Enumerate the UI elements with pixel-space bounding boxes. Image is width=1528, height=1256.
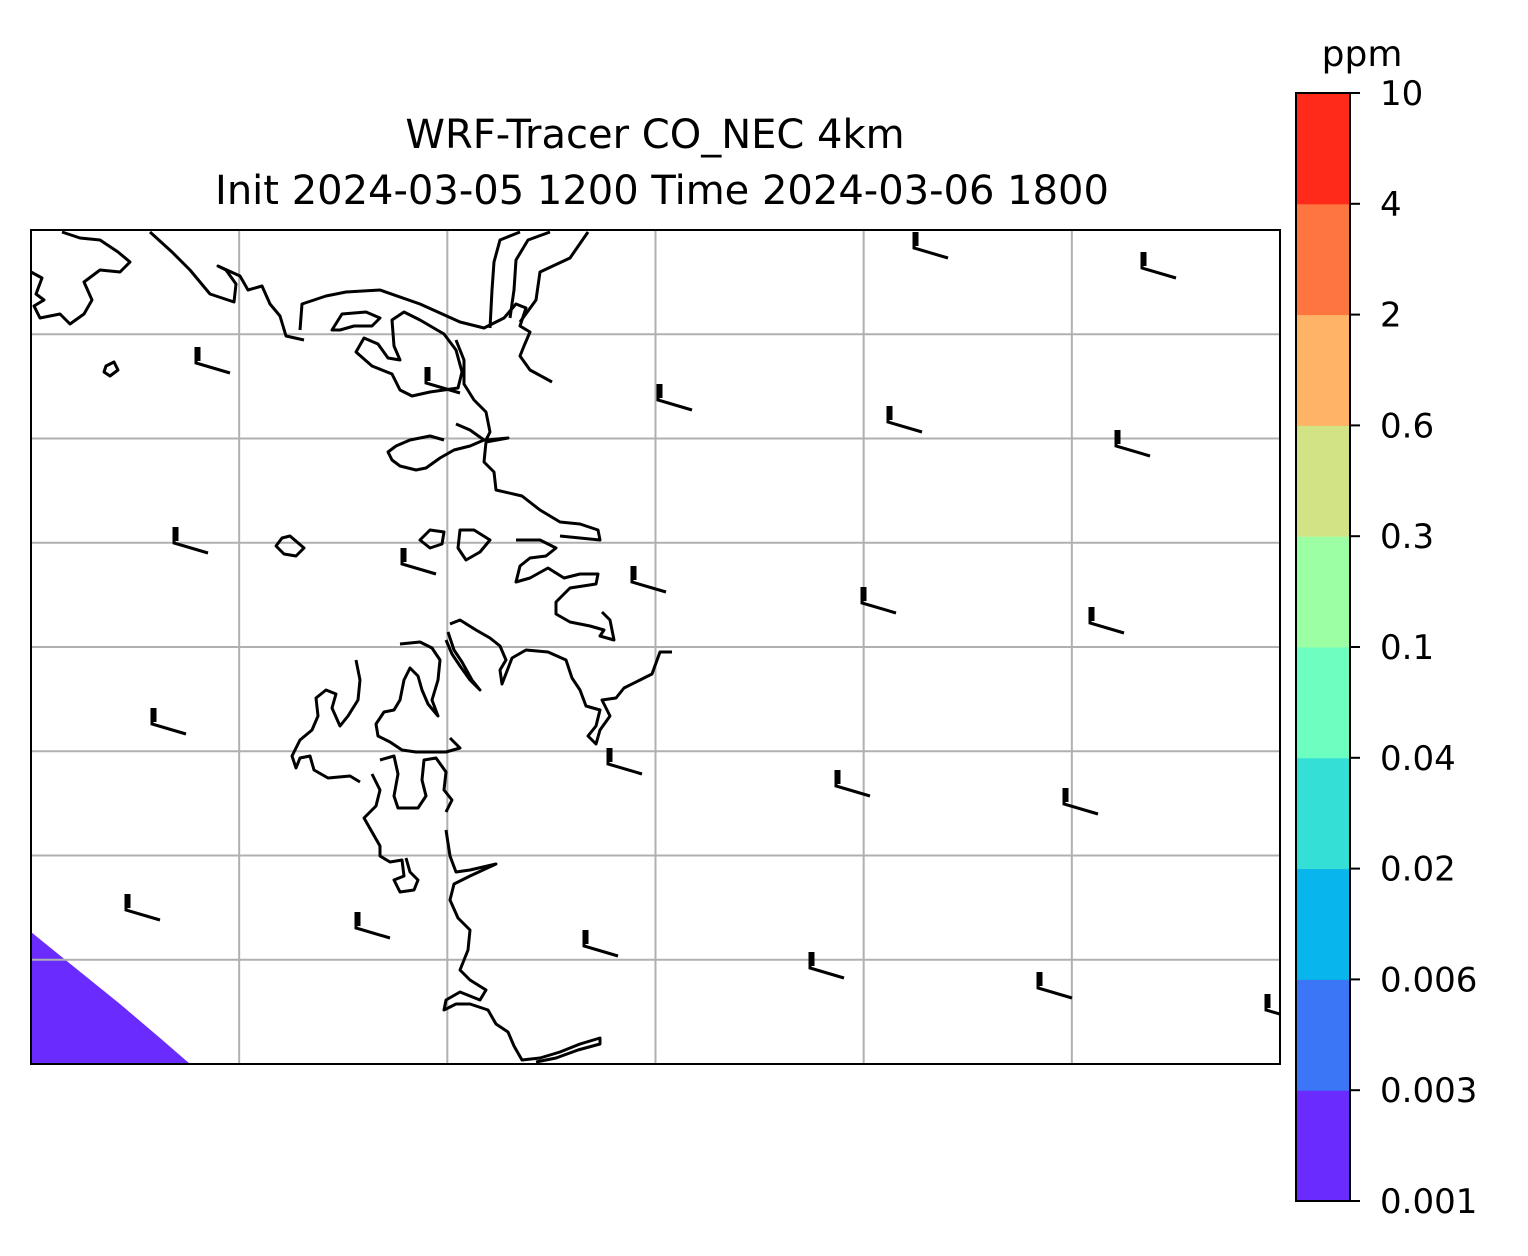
- wind-barb: [172, 527, 209, 555]
- wind-barb: [194, 347, 231, 375]
- wind-barb: [124, 894, 161, 922]
- colorbar-tick-label: 0.001: [1380, 1182, 1477, 1222]
- colorbar-band: [1296, 1090, 1350, 1202]
- wind-barb: [1088, 607, 1125, 635]
- colorbar-band: [1296, 314, 1350, 426]
- colorbar-tick-label: 0.003: [1380, 1071, 1477, 1111]
- island-1: [330, 310, 382, 332]
- colorbar-tick-label: 10: [1380, 74, 1423, 114]
- colorbar-tick-label: 0.3: [1380, 517, 1434, 557]
- wind-barbs: [124, 232, 1280, 1016]
- colorbar-band: [1296, 647, 1350, 759]
- inlet-east: [518, 231, 590, 323]
- wind-barb: [1140, 252, 1177, 280]
- wind-barb: [606, 748, 643, 776]
- coastline-sw-1: [374, 640, 462, 754]
- wind-barb: [912, 232, 949, 260]
- wind-barb: [400, 548, 437, 576]
- coastline-north-1: [148, 230, 305, 342]
- colorbar-band: [1296, 425, 1350, 537]
- wind-barb: [808, 952, 845, 980]
- colorbar-band: [1296, 536, 1350, 648]
- island-small-1: [102, 360, 120, 378]
- coastline-sw-3: [379, 754, 454, 813]
- coastline-river: [454, 339, 602, 542]
- colorbar-tick-label: 0.6: [1380, 406, 1434, 446]
- title-line-1: WRF-Tracer CO_NEC 4km: [405, 112, 904, 158]
- coastline-north-2: [298, 288, 553, 384]
- colorbar-tick-label: 0.1: [1380, 628, 1434, 668]
- wind-barb: [860, 587, 897, 615]
- colorbar-bands: [1296, 93, 1350, 1202]
- wind-barb: [1264, 994, 1280, 1016]
- wind-barb: [1036, 972, 1073, 1000]
- wind-barb: [834, 770, 871, 798]
- colorbar-band: [1296, 757, 1350, 870]
- colorbar-band: [1296, 868, 1350, 980]
- wind-barb: [354, 912, 391, 940]
- colorbar-band: [1296, 203, 1350, 316]
- wind-barb: [1114, 430, 1151, 458]
- colorbar-tick-label: 0.006: [1380, 960, 1477, 1000]
- coastline-peninsula-1: [386, 422, 486, 472]
- coastline: [31, 230, 672, 1064]
- wind-barb: [656, 384, 693, 412]
- island-small-3: [418, 528, 446, 550]
- coastline-south: [442, 829, 602, 1064]
- coastline-mid-4: [444, 631, 482, 692]
- inlet-west: [488, 230, 521, 329]
- map-panel: [30, 229, 1281, 1065]
- graticule: [31, 230, 1280, 1064]
- colorbar-band: [1296, 93, 1350, 205]
- colorbar-tick-label: 0.02: [1380, 850, 1456, 890]
- coastline-bay-1: [354, 310, 464, 398]
- colorbar-border: [1295, 92, 1351, 1202]
- inlet-mid: [508, 230, 551, 319]
- coastline-mid-1: [456, 528, 492, 562]
- title-line-2: Init 2024-03-05 1200 Time 2024-03-06 180…: [215, 168, 1109, 214]
- coastline-mid-2: [514, 538, 616, 642]
- colorbar-tick-label: 0.04: [1380, 739, 1456, 779]
- wind-barb: [424, 367, 461, 395]
- wind-barb: [582, 930, 619, 958]
- colorbar: ppm 0.001 0.003 0.006 0.02 0.04 0.1 0.3 0.6 2 4 10: [1295, 34, 1477, 1222]
- colorbar-tick-label: 4: [1380, 185, 1402, 225]
- coastline-mid-3: [449, 618, 672, 746]
- coastline-nw: [31, 230, 132, 326]
- wind-barb: [1062, 788, 1099, 816]
- colorbar-band: [1296, 979, 1350, 1091]
- wind-barb: [630, 566, 667, 594]
- colorbar-tick-label: 2: [1380, 296, 1402, 336]
- colorbar-unit-label: ppm: [1322, 34, 1403, 75]
- wind-barb: [150, 708, 187, 736]
- island-small-2: [274, 534, 306, 558]
- wind-barb: [886, 406, 923, 434]
- coastline-sw-2: [290, 659, 362, 784]
- colorbar-ticks: 0.001 0.003 0.006 0.02 0.04 0.1 0.3 0.6 2 4 10: [1350, 74, 1477, 1222]
- coastline-sw-4: [362, 773, 420, 894]
- tracer-field-region: [31, 932, 190, 1064]
- map-border: [30, 229, 1281, 1065]
